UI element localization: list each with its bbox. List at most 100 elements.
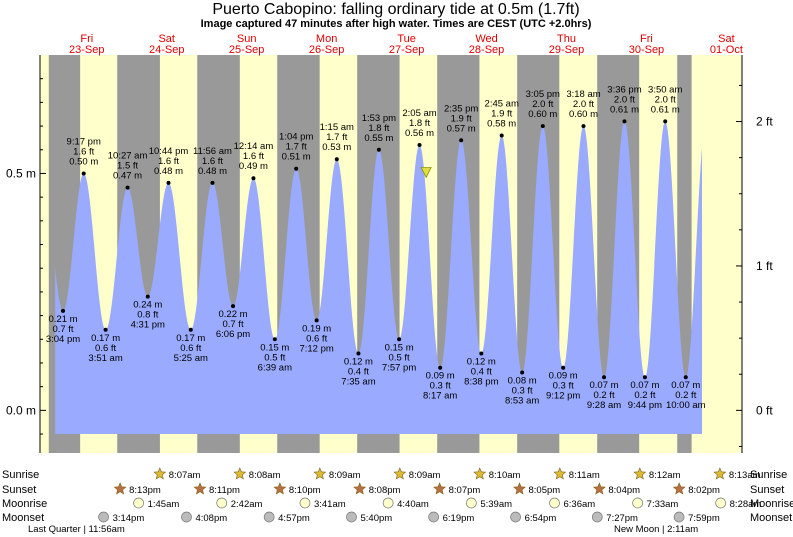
low-tide-label: 3:04 pm <box>46 334 80 345</box>
low-tide-label: 0.2 ft <box>593 390 614 401</box>
tide-area <box>55 121 702 435</box>
sunset-time: 8:11pm <box>209 485 240 496</box>
high-tide-label: 2:05 am <box>402 108 436 119</box>
sunset-icon <box>353 482 367 495</box>
high-tide-label: 0.56 m <box>405 128 434 139</box>
right-tick-label: 1 ft <box>756 259 773 273</box>
moonrise-time: 8:28am <box>730 499 762 510</box>
low-tide-label: 0.6 ft <box>306 333 327 344</box>
high-tide-label: 3:18 am <box>566 89 600 100</box>
moonset-row-label-right: Moonset <box>750 512 792 524</box>
high-tide-label: 10:27 am <box>108 151 148 162</box>
high-tide-label: 1.8 ft <box>368 123 389 134</box>
high-tide-label: 0.61 m <box>651 104 680 115</box>
moonrise-time: 5:39am <box>480 499 512 510</box>
low-tide-label: 0.7 ft <box>222 319 243 330</box>
current-tide-marker <box>420 167 432 179</box>
sunset-time: 8:05pm <box>528 485 560 496</box>
chart-title: Puerto Cabopino: falling ordinary tide a… <box>212 1 579 18</box>
moonset-time: 7:59pm <box>688 513 720 524</box>
moonrise-icon <box>382 497 394 509</box>
high-tide-label: 3:36 pm <box>607 84 641 95</box>
moonset-icon <box>428 511 439 523</box>
high-tide-point <box>663 119 668 124</box>
low-tide-point <box>272 337 277 342</box>
low-tide-label: 0.8 ft <box>137 310 158 321</box>
sunrise-time: 8:07am <box>169 470 201 481</box>
high-tide-label: 1:15 am <box>320 122 354 133</box>
high-tide-label: 1.8 ft <box>409 118 430 129</box>
moonset-icon <box>673 511 685 523</box>
sunrise-row-label: Sunrise <box>2 469 39 481</box>
high-tide-label: 9:17 pm <box>67 136 101 147</box>
low-tide-label: 0.4 ft <box>348 367 369 378</box>
high-tide-label: 0.51 m <box>282 152 311 163</box>
low-tide-label: 0.07 m <box>590 380 619 391</box>
moonset-time: 4:08pm <box>195 513 227 524</box>
low-tide-label: 0.22 m <box>219 309 248 320</box>
sunrise-row-label-right: Sunrise <box>750 469 787 481</box>
low-tide-label: 8:53 am <box>505 395 539 406</box>
sunrise-time: 8:08am <box>249 470 281 481</box>
low-tide-point <box>683 375 688 380</box>
high-tide-label: 1.6 ft <box>158 156 179 167</box>
high-tide-point <box>459 138 464 143</box>
low-tide-label: 8:17 am <box>423 391 457 402</box>
low-tide-label: 0.2 ft <box>634 390 655 401</box>
low-tide-label: 0.3 ft <box>553 381 574 392</box>
axes: 0.0 m 0.5 m 0 ft 1 ft 2 ft <box>6 55 773 453</box>
high-tide-point <box>581 124 586 129</box>
low-tide-label: 0.3 ft <box>512 385 533 396</box>
left-tick-label: 0.0 m <box>6 403 36 417</box>
low-tide-label: 4:31 pm <box>131 320 165 331</box>
moonrise-row-label: Moonrise <box>2 498 47 510</box>
high-tide-point <box>622 119 627 124</box>
low-tide-label: 0.12 m <box>467 357 496 368</box>
low-tide-label: 0.21 m <box>48 314 77 325</box>
high-tide-point <box>210 180 215 185</box>
high-tide-label: 1:53 pm <box>362 113 396 124</box>
sunset-time: 8:13pm <box>129 485 161 496</box>
high-tide-label: 1.7 ft <box>326 132 347 143</box>
high-tide-label: 1.9 ft <box>451 113 472 124</box>
low-tide-label: 9:44 pm <box>628 400 662 411</box>
moonset-time: 6:19pm <box>443 513 475 524</box>
low-tide-label: 0.07 m <box>671 380 700 391</box>
sunset-time: 8:08pm <box>369 485 401 496</box>
moonset-icon <box>181 511 192 523</box>
low-tide-label: 0.24 m <box>133 300 162 311</box>
day-name: Fri <box>80 33 93 45</box>
moonset-icon <box>591 511 603 523</box>
sunrise-icon <box>553 467 567 480</box>
chart-subtitle: Image captured 47 minutes after high wat… <box>201 18 592 30</box>
sunrise-icon <box>233 467 247 480</box>
day-name: Sat <box>718 33 735 45</box>
left-tick-label: 0.5 m <box>6 166 36 180</box>
high-tide-label: 3:50 am <box>648 84 682 95</box>
sunset-time: 8:07pm <box>449 485 481 496</box>
low-tide-point <box>61 308 66 313</box>
sunset-icon <box>513 482 526 495</box>
sunset-icon <box>433 482 447 495</box>
day-date: 24-Sep <box>149 44 184 56</box>
high-tide-label: 0.47 m <box>113 171 142 182</box>
low-tide-point <box>642 375 647 380</box>
high-tide-point <box>294 166 299 171</box>
low-tide-label: 0.6 ft <box>180 343 201 354</box>
low-tide-label: 0.2 ft <box>675 390 696 401</box>
low-tide-label: 6:39 am <box>258 362 292 373</box>
moonrise-time: 1:45am <box>148 499 180 510</box>
high-tide-label: 1.6 ft <box>73 146 94 157</box>
high-tide-point <box>334 157 339 162</box>
high-tide-label: 0.55 m <box>364 133 393 144</box>
day-name: Fri <box>640 33 653 45</box>
high-tide-label: 0.60 m <box>569 109 598 120</box>
low-tide-label: 0.6 ft <box>95 343 116 354</box>
moonset-icon <box>510 511 521 523</box>
low-tide-point <box>356 351 361 356</box>
low-tide-point <box>479 351 484 356</box>
low-tide-label: 7:12 pm <box>299 343 333 354</box>
sunset-time: 8:02pm <box>688 485 720 496</box>
low-tide-label: 6:06 pm <box>216 329 250 340</box>
low-tide-point <box>438 365 443 370</box>
